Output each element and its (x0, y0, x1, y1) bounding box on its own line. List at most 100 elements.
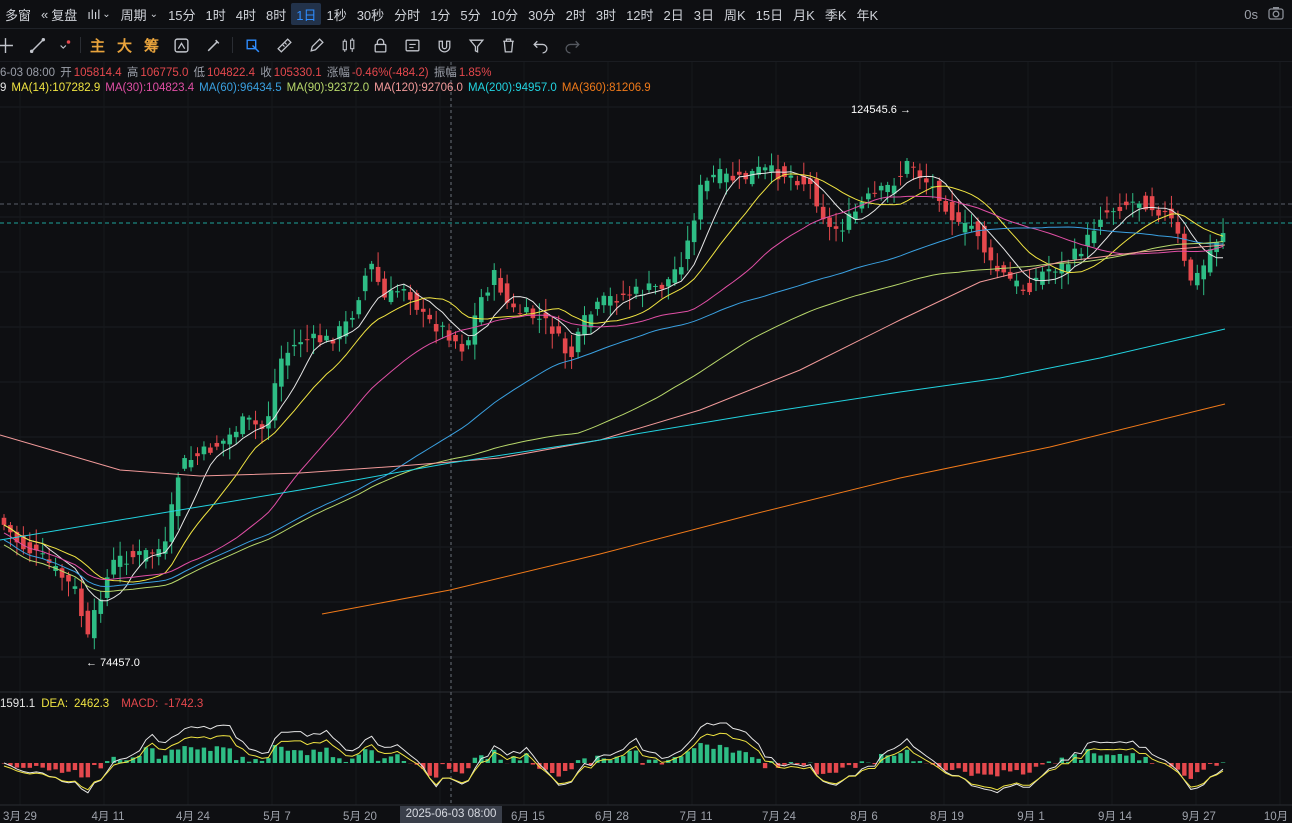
candle-body (298, 342, 303, 345)
top-toolbar: 多窗 «复盘 ılıl ⌄ 周期 ⌄ 15分 1时 4时 8时 1日 1秒 30秒 分时 1分 5分 1… (0, 0, 1292, 29)
candle-body (362, 275, 368, 292)
interval-12[interactable]: 2时 (565, 7, 586, 23)
candle-body (466, 340, 471, 346)
select-icon[interactable] (241, 34, 263, 56)
macd-histogram-bar (1111, 755, 1116, 763)
macd-histogram-bar (820, 763, 826, 774)
macd-histogram-bar (1027, 763, 1032, 773)
x-axis-label: 6月 28 (595, 811, 629, 823)
interval-19[interactable]: 月K (793, 7, 815, 23)
interval-11[interactable]: 30分 (528, 7, 556, 23)
pen-icon[interactable] (305, 34, 327, 56)
candle-body (79, 588, 84, 617)
candle-body (943, 201, 948, 212)
crosshair-icon[interactable] (0, 34, 16, 56)
candle-body (1214, 241, 1219, 253)
interval-18[interactable]: 15日 (755, 7, 784, 23)
candle-body (317, 335, 323, 343)
candle-body (324, 335, 329, 341)
chip-toggle[interactable]: 筹 (144, 37, 160, 55)
period-dropdown[interactable]: 周期 ⌄ (116, 3, 163, 25)
interval-15[interactable]: 2日 (663, 7, 684, 23)
macd-histogram-bar (1066, 761, 1071, 763)
line-icon[interactable] (26, 34, 48, 56)
dot-menu-icon[interactable] (58, 34, 72, 56)
candle-body (1046, 269, 1052, 272)
candle-body (169, 504, 174, 542)
candle-body (820, 206, 826, 220)
candle-body (517, 313, 523, 315)
interval-9[interactable]: 5分 (460, 7, 481, 23)
macd-histogram-bar (433, 763, 439, 778)
candle-body (627, 294, 632, 296)
candle-body (982, 225, 987, 253)
x-axis-label: 9月 27 (1182, 811, 1216, 823)
interval-14[interactable]: 12时 (626, 7, 654, 23)
magnet-icon[interactable] (433, 34, 455, 56)
macd-histogram-bar (279, 746, 284, 763)
candle-body (350, 317, 355, 320)
candle-body (975, 221, 981, 237)
close-label: 收 (260, 67, 272, 79)
interval-13[interactable]: 3时 (595, 7, 617, 23)
macd-histogram-bar (756, 758, 761, 763)
interval-7[interactable]: 分时 (394, 7, 421, 23)
candle-body (704, 180, 710, 192)
big-chart-toggle[interactable]: 大 (117, 37, 133, 55)
interval-5[interactable]: 1秒 (326, 7, 347, 23)
interval-17[interactable]: 周K (724, 7, 746, 23)
main-chart-toggle[interactable]: 主 (90, 37, 106, 55)
candle-body (59, 568, 65, 578)
interval-2[interactable]: 4时 (235, 7, 256, 23)
candle-body (124, 563, 129, 565)
macd-histogram-bar (72, 763, 78, 771)
interval-21[interactable]: 年K (856, 7, 879, 23)
macd-histogram-bar (782, 763, 787, 765)
interval-4[interactable]: 1日 (291, 3, 322, 25)
open-value: 105814.4 (73, 67, 122, 79)
macd-histogram-bar (633, 750, 639, 763)
macd-histogram-bar (530, 763, 536, 765)
trash-icon[interactable] (497, 34, 519, 56)
undo-icon[interactable] (529, 34, 551, 56)
macd-histogram-bar (833, 763, 839, 773)
ruler-icon[interactable] (273, 34, 295, 56)
macd-histogram-bar (195, 749, 200, 763)
camera-icon[interactable] (1268, 6, 1284, 23)
interval-10[interactable]: 10分 (490, 7, 519, 23)
candle-body (479, 297, 484, 323)
interval-6[interactable]: 30秒 (356, 7, 385, 23)
filter-icon[interactable] (465, 34, 487, 56)
candles-icon[interactable] (337, 34, 359, 56)
macd-histogram-bar (827, 763, 832, 773)
chevron-down-icon: ⌄ (102, 8, 111, 20)
lock-icon[interactable] (369, 34, 391, 56)
macd-histogram-bar (130, 757, 136, 763)
brush-icon[interactable] (202, 34, 224, 56)
redo-icon[interactable] (561, 34, 583, 56)
multi-window-button[interactable]: 多窗 (5, 7, 32, 23)
template-icon[interactable] (401, 34, 423, 56)
interval-0[interactable]: 15分 (168, 7, 196, 23)
interval-3[interactable]: 8时 (266, 7, 287, 23)
candle-body (233, 431, 239, 438)
macd-histogram-bar (730, 752, 736, 763)
macd-histogram-bar (1098, 755, 1103, 763)
interval-1[interactable]: 1时 (205, 7, 226, 23)
low-value: 104822.4 (207, 67, 256, 79)
macd-histogram-bar (459, 763, 465, 774)
candle-body (1201, 265, 1206, 280)
interval-8[interactable]: 1分 (430, 7, 451, 23)
replay-button[interactable]: «复盘 (36, 3, 82, 25)
candle-body (395, 291, 400, 293)
macd-histogram-bar (524, 753, 529, 763)
chart-type-button[interactable]: ılıl ⌄ (82, 3, 115, 25)
candle-body (1220, 233, 1226, 243)
candle-body (904, 160, 910, 174)
indicator-icon[interactable] (170, 34, 192, 56)
macd-label-text: MACD: (121, 698, 159, 710)
interval-16[interactable]: 3日 (693, 7, 714, 23)
interval-20[interactable]: 季K (824, 7, 847, 23)
macd-histogram-bar (466, 763, 471, 769)
